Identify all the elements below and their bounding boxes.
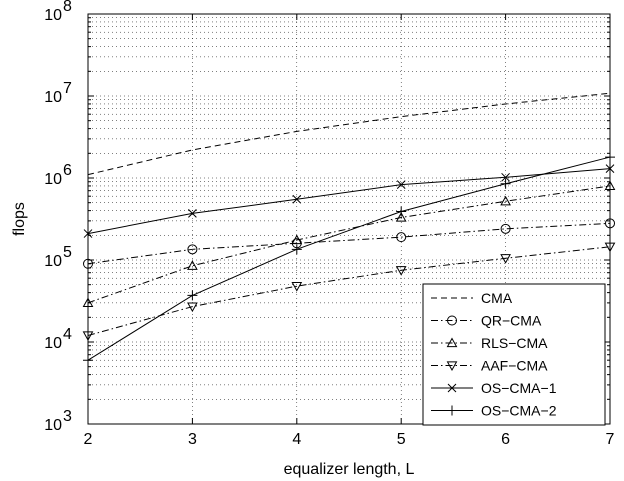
data-point xyxy=(500,223,511,234)
data-point xyxy=(187,290,198,301)
data-point xyxy=(396,180,406,189)
series-layer xyxy=(82,92,616,366)
data-point xyxy=(291,282,303,292)
data-point xyxy=(500,178,511,189)
x-tick-label: 5 xyxy=(397,431,406,448)
data-point xyxy=(187,244,198,255)
data-point xyxy=(291,244,302,255)
x-tick-label: 4 xyxy=(292,431,301,448)
data-point xyxy=(396,232,407,243)
y-tick-exponent: 6 xyxy=(63,162,72,179)
y-tick-exponent: 7 xyxy=(63,80,72,97)
data-point xyxy=(395,266,407,276)
legend-marker xyxy=(447,315,457,326)
legend-marker xyxy=(446,361,458,372)
data-point xyxy=(187,260,198,270)
data-point xyxy=(395,211,407,222)
series-line xyxy=(87,168,611,235)
data-point xyxy=(291,234,303,245)
data-point xyxy=(187,302,198,313)
plot-frame xyxy=(87,13,611,425)
x-tick-label: 6 xyxy=(501,431,510,448)
legend-label: OS−CMA−2 xyxy=(481,403,557,419)
series-line xyxy=(87,156,611,361)
x-tick-label: 3 xyxy=(188,431,197,448)
y-tick-label: 10 xyxy=(44,171,62,188)
x-axis-label: equalizer length, L xyxy=(284,461,415,478)
data-point xyxy=(188,209,197,218)
y-tick-label: 10 xyxy=(44,335,62,352)
y-tick-exponent: 5 xyxy=(63,244,72,261)
legend-entry: QR−CMA xyxy=(431,313,542,329)
series-line xyxy=(87,92,611,176)
data-point xyxy=(500,195,511,206)
legend-entry: OS−CMA−1 xyxy=(431,380,557,396)
legend-marker xyxy=(446,337,458,348)
series-line xyxy=(87,185,611,304)
legend-marker xyxy=(447,405,457,416)
series-0 xyxy=(87,92,611,176)
series-line xyxy=(87,222,611,265)
data-point xyxy=(500,254,511,264)
data-point xyxy=(396,206,407,217)
legend: CMA QR−CMA RLS−CMA AAF−CMA OS−CMA−1 OS−CMA−2 xyxy=(422,283,606,426)
legend-entry: OS−CMA−2 xyxy=(431,403,557,419)
legend-marker xyxy=(447,383,457,393)
y-tick-label: 10 xyxy=(44,89,62,106)
legend-entry: CMA xyxy=(431,290,513,306)
legend-label: OS−CMA−1 xyxy=(481,380,557,396)
legend-box xyxy=(422,283,606,426)
legend-label: QR−CMA xyxy=(481,313,542,329)
x-tick-label: 2 xyxy=(84,431,93,448)
y-tick-label: 10 xyxy=(44,7,62,24)
legend-label: CMA xyxy=(481,290,513,306)
y-axis-label: flops xyxy=(11,202,28,236)
y-tick-label: 10 xyxy=(44,253,62,270)
legend-label: AAF−CMA xyxy=(481,358,548,374)
data-point xyxy=(501,172,510,182)
legend-entry: RLS−CMA xyxy=(431,335,548,351)
x-tick-label: 7 xyxy=(606,431,615,448)
legend-label: RLS−CMA xyxy=(481,335,548,351)
series-line xyxy=(87,246,611,336)
data-point xyxy=(292,194,302,204)
legend-entry: AAF−CMA xyxy=(431,358,548,374)
y-tick-label: 10 xyxy=(44,417,62,434)
grid-lines xyxy=(87,14,611,425)
y-tick-exponent: 4 xyxy=(63,326,72,343)
y-tick-exponent: 8 xyxy=(63,0,72,15)
y-tick-exponent: 3 xyxy=(63,408,72,425)
